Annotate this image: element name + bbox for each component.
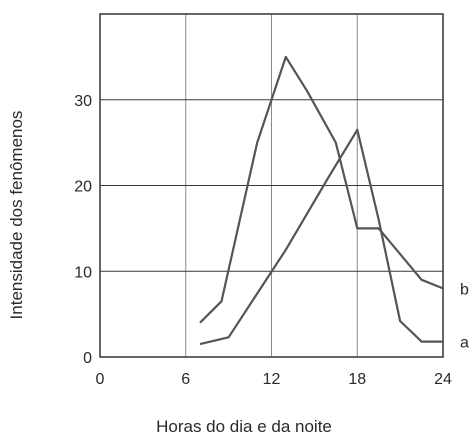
y-tick-labels: 0 10 20 30: [74, 93, 92, 367]
x-axis-label: Horas do dia e da noite: [156, 417, 332, 436]
x-tick-label: 24: [434, 371, 452, 388]
x-tick-labels: 0 6 12 18 24: [96, 371, 452, 388]
x-tick-label: 18: [348, 371, 366, 388]
y-tick-label: 30: [74, 93, 92, 110]
y-tick-label: 10: [74, 264, 92, 281]
series-lines: [199, 55, 444, 346]
x-tick-label: 12: [263, 371, 281, 388]
grid: [100, 14, 443, 357]
plot-frame: [99, 13, 444, 358]
series-label-b: b: [460, 281, 469, 298]
y-tick-label: 0: [83, 350, 92, 367]
y-axis-label: Intensidade dos fenômenos: [7, 111, 26, 320]
x-tick-label: 0: [96, 371, 105, 388]
series-line-a: [199, 128, 443, 346]
series-labels: ab: [460, 281, 469, 351]
series-line-b: [199, 55, 444, 324]
series-label-a: a: [460, 335, 469, 352]
y-tick-label: 20: [74, 179, 92, 196]
x-tick-label: 6: [181, 371, 190, 388]
